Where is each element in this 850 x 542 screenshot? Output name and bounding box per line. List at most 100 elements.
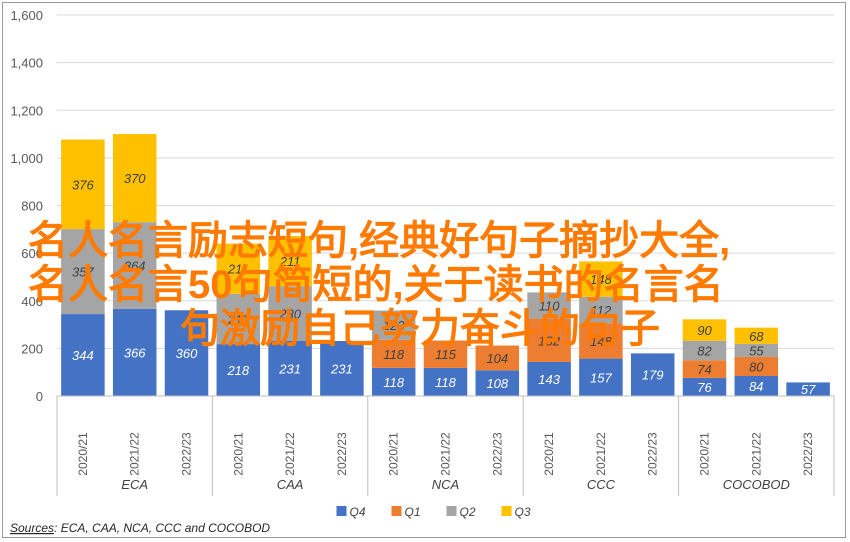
bar-segment-q1 (579, 323, 623, 359)
bar-segment-q1 (371, 339, 416, 368)
bar-segment-q2 (61, 229, 105, 315)
data-label: 148 (590, 334, 612, 349)
x-tick-label: 2022/23 (335, 432, 349, 476)
y-tick-label: 1,000 (10, 151, 43, 166)
y-tick-label: 400 (21, 294, 43, 309)
data-label: 231 (330, 361, 353, 376)
x-tick-label: 2021/22 (439, 432, 453, 476)
data-label: 108 (486, 376, 508, 391)
bar-segment-q3 (216, 243, 261, 294)
x-tick-label: 2020/21 (542, 432, 556, 476)
source-note: Sources: ECA, CAA, NCA, CCC and COCOBOD (10, 521, 270, 535)
data-label: 118 (383, 347, 404, 362)
bar-segment-q4 (216, 344, 261, 396)
bar-segment-q1 (527, 318, 571, 362)
bar-segment-q3 (682, 319, 727, 341)
overlay-line-3: 句激励自己努力奋斗的句子 (180, 307, 660, 351)
bar-segment-q4 (786, 382, 830, 396)
y-tick-label: 1,400 (10, 56, 43, 71)
bar-segment-q4 (579, 358, 623, 396)
data-label: 80 (749, 359, 764, 374)
data-label: 112 (591, 303, 612, 318)
group-label: COCOBOD (723, 477, 790, 492)
x-tick-label: 2021/22 (749, 432, 763, 476)
data-label: 123 (383, 318, 405, 333)
overlay-line-2: 名人名言50句简短的,关于读书的名言名 (28, 263, 724, 307)
bar-segment-q2 (682, 340, 727, 361)
y-tick-label: 1,600 (10, 8, 43, 23)
overlay-line-1: 名人名言励志短句,经典好句子摘抄大全, (28, 218, 730, 263)
x-tick-label: 2022/23 (646, 432, 660, 476)
data-label: 179 (642, 368, 664, 383)
data-label: 90 (697, 323, 712, 338)
bar-segment-q3 (579, 261, 623, 297)
data-label: 68 (749, 329, 764, 344)
data-label: 230 (278, 307, 301, 322)
legend-swatch-q4 (336, 506, 347, 516)
bar-segment-q4 (630, 353, 675, 396)
data-label: 211 (227, 262, 249, 277)
bar-segment-q4 (164, 310, 209, 396)
group-label: NCA (432, 477, 459, 492)
data-label: 82 (697, 344, 712, 359)
bar-segment-q4 (320, 340, 364, 396)
data-label: 364 (124, 259, 146, 274)
bar-segment-q4 (371, 367, 416, 396)
bar-segment-q1 (475, 345, 520, 371)
bar-segment-q2 (112, 222, 157, 309)
legend-label-q4: Q4 (350, 505, 366, 519)
legend-label-q3: Q3 (515, 505, 531, 519)
x-tick-label: 2020/21 (698, 432, 712, 476)
data-label: 360 (176, 346, 198, 361)
group-label: CAA (277, 477, 304, 492)
bar-segment-q4 (734, 375, 779, 396)
x-axis: 2020/21 2021/22 2022/23 2020/21 2021/22 2022/… (56, 395, 835, 496)
data-label: 57 (801, 382, 816, 397)
x-tick-label: 2021/22 (283, 432, 297, 476)
data-label: 157 (590, 370, 612, 385)
data-label: 55 (749, 343, 764, 358)
data-label: 84 (749, 379, 763, 394)
x-tick-label: 2021/22 (128, 432, 142, 476)
bar-segment-q3 (734, 327, 779, 344)
y-axis: 0 200 400 600 800 1,000 1,200 1,400 1,600 (10, 8, 43, 404)
legend-label-q2: Q2 (460, 505, 476, 519)
bar-segment-q2 (527, 292, 571, 319)
y-tick-label: 200 (21, 341, 43, 356)
group-label: ECA (121, 477, 148, 492)
x-tick-label: 2020/21 (76, 432, 90, 476)
bar-segment-q2 (734, 343, 779, 357)
y-tick-label: 0 (36, 389, 43, 404)
data-label: 211 (279, 254, 301, 269)
x-tick-label: 2022/23 (490, 432, 504, 476)
y-tick-label: 1,200 (10, 103, 43, 118)
data-label: 115 (435, 347, 456, 362)
bar-segment-q4 (61, 314, 105, 396)
data-label: 211 (227, 312, 249, 327)
legend-swatch-q2 (446, 506, 457, 516)
bar-segment-q2 (371, 310, 416, 340)
bars (61, 134, 830, 396)
bar-segment-q1 (734, 356, 779, 376)
legend: Q4 Q1 Q2 Q3 (336, 505, 531, 519)
data-label: 118 (435, 375, 456, 390)
bar-segment-q3 (112, 134, 157, 223)
bar-segment-q4 (268, 340, 312, 396)
data-label: 110 (539, 299, 560, 314)
x-tick-label: 2020/21 (387, 432, 401, 476)
source-label: Sources (10, 521, 54, 535)
data-label: 104 (486, 351, 508, 366)
data-label: 366 (124, 345, 146, 360)
legend-swatch-q1 (391, 506, 402, 516)
legend-swatch-q3 (501, 506, 512, 516)
data-label: 143 (538, 372, 560, 387)
bar-segment-q4 (112, 308, 157, 396)
y-tick-label: 600 (21, 246, 43, 261)
watermark-overlay: 名人名言励志短句,经典好句子摘抄大全, 名人名言50句简短的,关于读书的名言名 … (28, 218, 730, 351)
bar-segment-q3 (268, 235, 312, 287)
data-label: 76 (697, 380, 712, 395)
bar-segment-q3 (61, 139, 105, 230)
bar-segment-q1 (423, 340, 468, 368)
data-label: 218 (226, 363, 249, 378)
